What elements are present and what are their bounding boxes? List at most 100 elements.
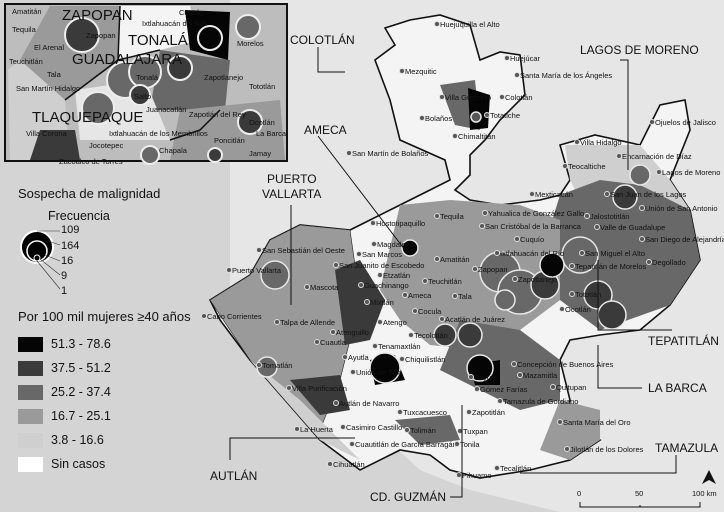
municipality: Cihuatlán xyxy=(327,460,365,469)
municipality: Guachinango xyxy=(358,281,409,290)
municipality-label: Tuxpan xyxy=(463,427,488,436)
municipality-label: San Cristóbal de la Barranca xyxy=(485,222,582,231)
municipality-label: Quitupan xyxy=(556,383,586,392)
municipality: Zapotlanejo xyxy=(512,275,557,284)
municipality-label: Valle de Guadalupe xyxy=(600,223,665,232)
municipality-label: Talpa de Allende xyxy=(280,318,335,327)
municipality: Zapotitlán xyxy=(466,408,505,417)
inset-frequency-circle xyxy=(64,17,100,53)
municipality: San Juan de los Lagos xyxy=(604,190,687,199)
inset-label-zapopan: ZAPOPAN xyxy=(62,7,133,24)
municipality-marker xyxy=(342,354,348,360)
municipality-marker xyxy=(439,316,445,322)
municipality-label: Casimiro Castillo xyxy=(346,423,402,432)
municipality-marker xyxy=(452,133,458,139)
municipality: San Diego de Alejandría xyxy=(639,235,724,244)
inset-frequency-circle xyxy=(237,109,263,135)
municipality: Huejúcar xyxy=(504,54,541,63)
municipality-marker xyxy=(356,251,362,257)
municipality-marker xyxy=(346,150,352,156)
legend-rate-title: Por 100 mil mujeres ≥40 años xyxy=(18,309,191,324)
municipality-label: Magdalena xyxy=(377,240,415,249)
municipality-label: Etzatlán xyxy=(383,271,410,280)
municipality-marker xyxy=(402,292,408,298)
municipality-label: Atenguillo xyxy=(336,328,369,337)
frequency-circle xyxy=(612,184,638,210)
municipality: Concepción de Buenos Aires xyxy=(511,360,614,369)
freq-label: 164 xyxy=(61,240,80,252)
freq-label: 9 xyxy=(61,270,68,282)
inset-frequency-circle xyxy=(140,145,160,165)
municipality-marker xyxy=(286,385,292,391)
municipality-label: Unión de San Antonio xyxy=(645,204,718,213)
municipality-marker xyxy=(574,139,580,145)
legend-swatch xyxy=(18,408,43,424)
legend-class-label: 37.5 - 51.2 xyxy=(51,361,111,375)
frequency-legend: 109 164 16 9 1 xyxy=(18,224,198,299)
municipality-label: Tequila xyxy=(440,212,465,221)
municipality-label: Cuautla xyxy=(320,338,347,347)
inset-municipality-label: Zapotlán del Rey xyxy=(189,110,246,119)
municipality-label: Cocula xyxy=(418,307,442,316)
inset-municipality-label: Tequila xyxy=(12,25,37,34)
municipality-label: Pihuamo xyxy=(462,471,492,480)
region-callouts xyxy=(229,47,677,498)
municipality: Casimiro Castillo xyxy=(340,423,402,432)
inset-frequency-circle xyxy=(197,25,223,51)
municipality: Zapopan xyxy=(472,265,508,274)
municipality-label: Mascota xyxy=(310,283,339,292)
callout-cd-guzman: CD. GUZMÁN xyxy=(370,489,446,504)
municipality-marker xyxy=(226,267,232,273)
inset-label-tlaquepaque: TLAQUEPAQUE xyxy=(32,109,143,126)
municipality-marker xyxy=(372,343,378,349)
inset-municipality-label: Tala xyxy=(47,70,62,79)
municipality-marker xyxy=(468,374,474,380)
municipality-marker xyxy=(517,372,523,378)
municipality-label: Chiquilistlán xyxy=(405,355,445,364)
municipality-marker xyxy=(559,306,565,312)
scale-label-50: 50 xyxy=(635,489,643,498)
municipality-label: Mazamitla xyxy=(523,371,558,380)
municipality-marker xyxy=(484,112,490,118)
municipality-label: Atengo xyxy=(383,318,407,327)
municipality-marker xyxy=(474,386,480,392)
municipality-marker xyxy=(434,256,440,262)
municipality-marker xyxy=(504,55,510,61)
municipality: Teocaltiche xyxy=(562,162,606,171)
freq-label: 109 xyxy=(61,224,80,236)
municipality: Magdalena xyxy=(371,240,415,249)
municipality: Totatiche xyxy=(484,111,520,120)
municipality-label: Tuxcacuesco xyxy=(403,408,447,417)
municipality: Talpa de Allende xyxy=(274,318,335,327)
legend-class: 16.7 - 25.1 xyxy=(18,404,198,428)
municipality-marker xyxy=(314,339,320,345)
municipality-marker xyxy=(584,213,590,219)
municipality-label: Villa Guerrero xyxy=(445,93,491,102)
municipality-label: Zapopan xyxy=(478,265,508,274)
scale-bar: 0 50 100 km xyxy=(577,489,717,508)
municipality: Tequila xyxy=(434,212,465,221)
municipality: La Huerta xyxy=(294,425,334,434)
municipality-marker xyxy=(371,241,377,247)
proportional-circles-icon xyxy=(20,230,61,290)
municipality-label: Jalostotitlán xyxy=(590,212,630,221)
legend-class: 37.5 - 51.2 xyxy=(18,356,198,380)
scale-label-100: 100 km xyxy=(692,489,717,498)
municipality-label: Lagos de Moreno xyxy=(662,168,720,177)
municipality-marker xyxy=(201,313,207,319)
scale-label-0: 0 xyxy=(577,489,581,498)
municipality-marker xyxy=(408,332,414,338)
municipality: Mexticacán xyxy=(529,190,573,199)
municipality-label: Tamazula de Gordiano xyxy=(503,397,578,406)
municipality: Mascota xyxy=(304,283,339,292)
municipality: Cocula xyxy=(412,307,442,316)
municipality-label: Concepción de Buenos Aires xyxy=(517,360,614,369)
inset-municipality-label: Tototlán xyxy=(249,82,275,91)
inset-municipality-label: Teuchitlán xyxy=(9,57,43,66)
municipality-marker xyxy=(512,276,518,282)
inset-municipality-label: El Arenal xyxy=(34,43,64,52)
municipality-marker xyxy=(511,361,517,367)
municipality: Ocotlán xyxy=(559,305,591,314)
municipality: Gómez Farías xyxy=(474,385,528,394)
municipality-label: Tecolotlán xyxy=(414,331,448,340)
